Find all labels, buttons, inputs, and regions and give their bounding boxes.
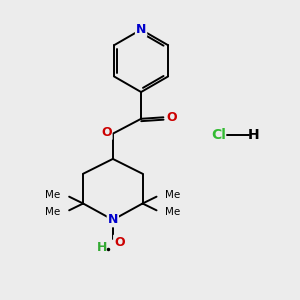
- Text: Me: Me: [166, 207, 181, 217]
- Text: Cl: Cl: [211, 128, 226, 142]
- Text: Me: Me: [166, 190, 181, 200]
- Text: O: O: [167, 111, 177, 124]
- Text: O: O: [114, 236, 125, 249]
- Text: H: H: [248, 128, 260, 142]
- Text: H: H: [97, 241, 108, 254]
- Text: N: N: [108, 213, 118, 226]
- Text: O: O: [101, 126, 112, 139]
- Text: Me: Me: [45, 190, 60, 200]
- Text: Me: Me: [45, 207, 60, 217]
- Text: N: N: [136, 23, 146, 36]
